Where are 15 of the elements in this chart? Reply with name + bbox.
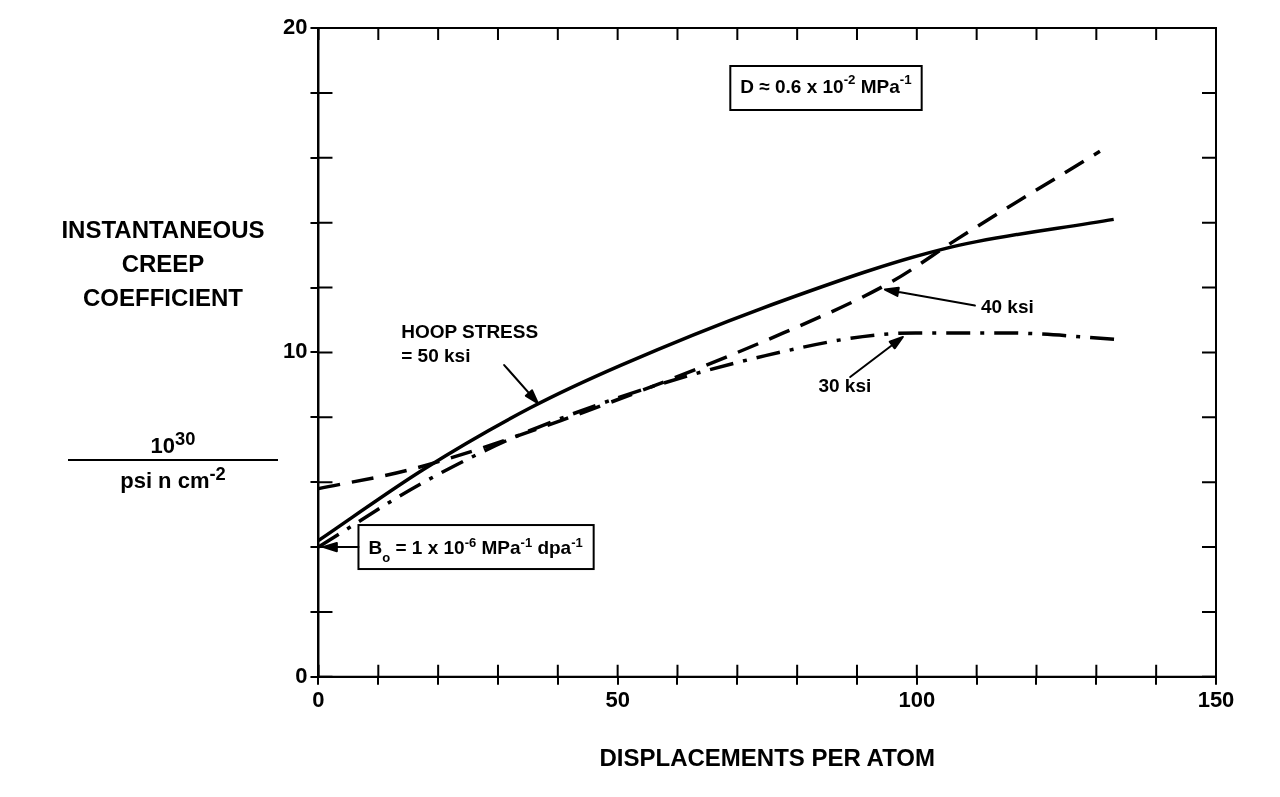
x-tick-label: 150 [1197, 687, 1235, 713]
y-tick-label: 10 [282, 338, 308, 364]
annotation: B$_{o}$ = 1 x 10$^{-6}$ MPa$^{-1}$ dpa$^{-1}$ [368, 534, 583, 565]
x-tick-label: 50 [605, 687, 630, 713]
text: 10$^{30}$ [149, 428, 197, 460]
annotation: 40 ksi [980, 295, 1034, 317]
y-axis-title: INSTANTANEOUS CREEP COEFFICIENT [60, 215, 266, 313]
x-tick-label: 100 [898, 687, 936, 713]
y-tick-label: 0 [295, 662, 308, 688]
annotation: HOOP STRESS = 50 ksi [401, 321, 539, 367]
text: psi n cm$^{-2}$ [68, 459, 278, 495]
x-axis-title: DISPLACEMENTS PER ATOM [599, 744, 936, 772]
y-tick-label: 20 [282, 14, 308, 40]
annotation: 30 ksi [818, 374, 872, 396]
x-tick-label: 0 [312, 687, 325, 713]
